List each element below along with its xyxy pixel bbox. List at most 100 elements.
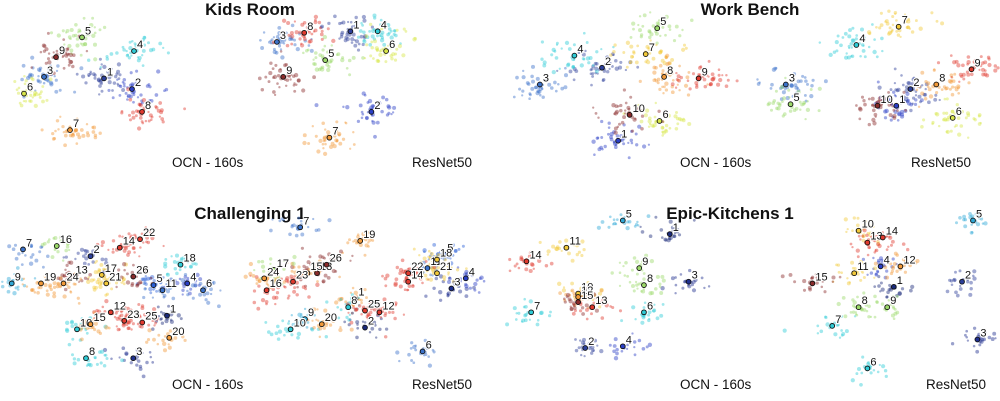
- data-point: [77, 28, 82, 33]
- data-point: [871, 358, 877, 363]
- data-point: [341, 56, 345, 60]
- data-point: [116, 82, 119, 86]
- data-point: [312, 325, 316, 330]
- data-point: [103, 310, 107, 313]
- data-point: [587, 61, 591, 65]
- data-point: [665, 72, 669, 76]
- data-point: [681, 47, 686, 52]
- data-point: [880, 258, 884, 263]
- data-point: [186, 289, 189, 293]
- data-point: [706, 83, 709, 86]
- data-point: [253, 268, 256, 272]
- cluster-marker-9: [636, 265, 643, 271]
- cluster-label-9: 9: [286, 65, 292, 77]
- data-point: [443, 258, 447, 262]
- data-point: [718, 77, 723, 83]
- data-point: [675, 71, 678, 75]
- data-point: [43, 282, 48, 288]
- data-point: [648, 122, 652, 126]
- data-point: [164, 87, 169, 92]
- data-point: [111, 89, 114, 92]
- data-point: [906, 247, 910, 252]
- data-point: [796, 88, 801, 93]
- data-point: [432, 350, 436, 354]
- data-point: [528, 299, 533, 304]
- data-point: [321, 121, 325, 126]
- data-point: [468, 286, 472, 290]
- data-point: [541, 95, 545, 99]
- data-point: [33, 291, 37, 294]
- data-point: [393, 29, 397, 33]
- data-point: [806, 100, 809, 103]
- data-point: [62, 274, 66, 278]
- data-point: [788, 96, 791, 99]
- data-point: [370, 34, 375, 39]
- data-point: [944, 111, 949, 115]
- data-point: [438, 250, 442, 254]
- data-point: [92, 42, 98, 47]
- cluster-label-13: 13: [870, 231, 882, 243]
- data-point: [117, 277, 122, 283]
- data-point: [572, 302, 575, 306]
- data-point: [286, 296, 290, 300]
- data-point: [920, 70, 925, 75]
- data-point: [333, 128, 339, 134]
- data-point: [852, 300, 857, 305]
- data-point: [123, 244, 128, 249]
- data-point: [296, 78, 301, 83]
- data-point: [653, 78, 657, 81]
- data-point: [368, 310, 373, 315]
- data-point: [300, 22, 305, 27]
- data-point: [328, 144, 334, 150]
- data-point: [884, 97, 888, 100]
- data-point: [128, 94, 133, 99]
- data-point: [132, 93, 136, 97]
- data-point: [40, 245, 44, 249]
- data-point: [563, 85, 568, 90]
- data-point: [145, 240, 148, 244]
- data-point: [515, 262, 519, 266]
- data-point: [392, 105, 397, 110]
- data-point: [93, 321, 98, 326]
- data-point: [299, 276, 304, 281]
- data-point: [94, 285, 98, 290]
- data-point: [40, 128, 44, 132]
- data-point: [946, 117, 950, 122]
- data-point: [145, 84, 150, 88]
- data-point: [389, 54, 393, 58]
- data-point: [641, 24, 645, 28]
- data-point: [642, 257, 646, 261]
- data-point: [394, 303, 398, 307]
- data-point: [959, 124, 964, 128]
- data-point: [351, 55, 356, 60]
- data-point: [141, 101, 144, 105]
- data-point: [318, 266, 322, 270]
- data-point: [375, 34, 380, 38]
- data-point: [368, 331, 372, 334]
- data-point: [290, 333, 294, 337]
- data-point: [592, 106, 595, 109]
- data-point: [912, 76, 916, 80]
- data-point: [393, 29, 397, 33]
- data-point: [299, 219, 303, 223]
- data-point: [588, 289, 591, 292]
- data-point: [885, 269, 889, 273]
- data-point: [966, 60, 971, 65]
- data-point: [595, 136, 599, 140]
- data-point: [64, 129, 69, 134]
- data-point: [268, 274, 273, 278]
- data-point: [612, 141, 618, 146]
- data-point: [45, 292, 50, 297]
- data-point: [629, 95, 633, 99]
- data-point: [47, 52, 51, 55]
- data-point: [893, 81, 897, 85]
- data-point: [771, 101, 776, 105]
- data-point: [307, 39, 312, 44]
- data-point: [181, 288, 185, 293]
- data-point: [447, 273, 450, 276]
- cluster-label-6: 6: [870, 356, 876, 368]
- data-point: [876, 239, 880, 244]
- data-point: [96, 78, 101, 83]
- data-point: [464, 283, 469, 289]
